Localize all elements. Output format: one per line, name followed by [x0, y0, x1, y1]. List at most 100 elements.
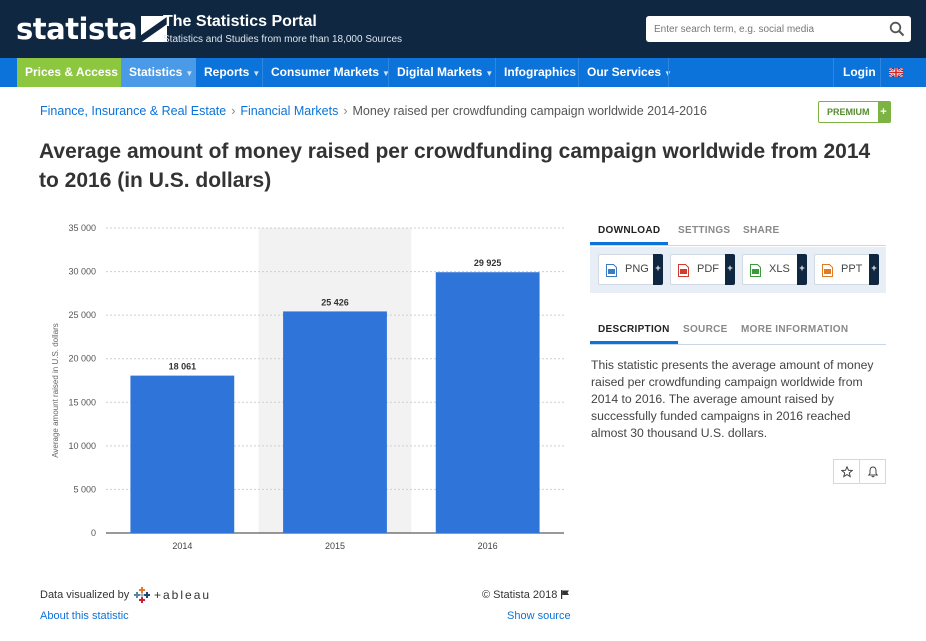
- x-tick-label: 2016: [478, 541, 498, 551]
- data-label: 25 426: [321, 297, 349, 307]
- main-nav: Prices & Access▼ Statistics▼ Reports▼ Co…: [0, 58, 926, 87]
- plus-icon: +: [725, 254, 735, 285]
- y-tick-label: 25 000: [68, 310, 96, 320]
- data-label: 29 925: [474, 258, 502, 268]
- nav-our-services[interactable]: Our Services▼: [579, 58, 680, 87]
- favorite-button[interactable]: [833, 459, 860, 484]
- tab-more-information[interactable]: MORE INFORMATION: [741, 324, 849, 335]
- bar-2014: [130, 375, 235, 533]
- png-file-icon: [606, 264, 617, 277]
- portal-title: The Statistics Portal: [163, 13, 317, 30]
- download-label: PNG: [625, 263, 649, 275]
- nav-label: Prices & Access: [25, 65, 118, 79]
- login-link[interactable]: Login: [835, 58, 884, 87]
- chevron-down-icon: ▼: [185, 69, 194, 78]
- nav-label: Consumer Markets: [271, 65, 380, 79]
- nav-label: Infographics: [504, 65, 577, 79]
- plus-icon: +: [869, 254, 879, 285]
- tab-download[interactable]: DOWNLOAD: [589, 225, 669, 245]
- statista-logo[interactable]: statista: [16, 12, 168, 46]
- copyright-text: © Statista 2018: [482, 589, 558, 601]
- plus-icon: +: [653, 254, 663, 285]
- nav-reports[interactable]: Reports ▼: [196, 58, 268, 87]
- nav-label: Reports: [204, 65, 250, 79]
- download-png-button[interactable]: PNG +: [598, 254, 663, 285]
- breadcrumb: Finance, Insurance & Real Estate › Financi…: [40, 104, 707, 118]
- download-panel: PNG + PDF + XLS + PPT +: [590, 247, 886, 293]
- breadcrumb-link[interactable]: Financial Markets: [240, 104, 339, 118]
- nav-divider: [880, 58, 881, 87]
- bell-icon: [867, 466, 879, 478]
- about-statistic-link[interactable]: About this statistic: [40, 610, 129, 622]
- star-icon: [841, 466, 853, 478]
- pdf-file-icon: [678, 264, 689, 277]
- nav-digital-markets[interactable]: Digital Markets ▼: [389, 58, 501, 87]
- logo-mark-icon: [141, 16, 168, 42]
- tableau-logo: +ableau: [134, 587, 209, 603]
- download-label: XLS: [769, 263, 790, 275]
- nav-statistics[interactable]: Statistics ▼: [121, 58, 196, 87]
- bar-2016: [435, 272, 540, 533]
- login-label: Login: [843, 65, 876, 79]
- chevron-down-icon: ▼: [485, 69, 494, 78]
- xls-file-icon: [750, 264, 761, 277]
- report-flag-icon[interactable]: [560, 589, 570, 599]
- plus-icon: +: [877, 102, 890, 122]
- nav-infographics[interactable]: Infographics: [496, 58, 584, 87]
- download-label: PPT: [841, 263, 863, 275]
- download-label: PDF: [697, 263, 719, 275]
- y-tick-label: 30 000: [68, 267, 96, 277]
- portal-subtitle: Statistics and Studies from more than 18…: [163, 34, 403, 45]
- search-box: [646, 16, 911, 42]
- nav-divider: [578, 58, 579, 87]
- breadcrumb-link[interactable]: Finance, Insurance & Real Estate: [40, 104, 227, 118]
- bar-chart: 0 5 000 10 000 15 000 20 000 25 000 30 000 35 0…: [51, 223, 564, 551]
- copyright: © Statista 2018: [482, 589, 570, 601]
- data-visualized-label: Data visualized by: [40, 589, 130, 601]
- nav-divider: [495, 58, 496, 87]
- nav-divider: [833, 58, 834, 87]
- nav-label: Our Services: [587, 65, 662, 79]
- download-pdf-button[interactable]: PDF +: [670, 254, 735, 285]
- nav-consumer-markets[interactable]: Consumer Markets ▼: [263, 58, 398, 87]
- plus-icon: +: [797, 254, 807, 285]
- show-source-link[interactable]: Show source: [507, 610, 571, 622]
- y-axis-label: Average amount raised in U.S. dollars: [51, 323, 60, 458]
- y-tick-label: 5 000: [73, 484, 96, 494]
- premium-label: PREMIUM: [827, 107, 870, 117]
- chevron-down-icon: ▼: [252, 69, 261, 78]
- tab-description[interactable]: DESCRIPTION: [590, 324, 678, 344]
- x-tick-label: 2015: [325, 541, 345, 551]
- notification-button[interactable]: [859, 459, 886, 484]
- uk-flag-icon[interactable]: [889, 68, 903, 77]
- breadcrumb-separator: ›: [343, 104, 348, 118]
- y-tick-label: 35 000: [68, 223, 96, 233]
- nav-prices-access[interactable]: Prices & Access▼: [17, 58, 129, 87]
- breadcrumb-separator: ›: [231, 104, 236, 118]
- chevron-down-icon: ▼: [382, 69, 390, 78]
- nav-label: Statistics: [129, 65, 183, 79]
- y-tick-label: 0: [91, 528, 96, 538]
- logo-text: statista: [16, 12, 138, 46]
- download-ppt-button[interactable]: PPT +: [814, 254, 879, 285]
- nav-divider: [388, 58, 389, 87]
- data-visualized-by: Data visualized by +ableau: [40, 586, 226, 604]
- nav-divider: [668, 58, 669, 87]
- tab-share[interactable]: SHARE: [743, 225, 780, 236]
- premium-badge[interactable]: PREMIUM +: [818, 101, 891, 123]
- tab-settings[interactable]: SETTINGS: [678, 225, 731, 236]
- search-input[interactable]: [646, 16, 876, 42]
- top-header: statista The Statistics Portal Statistic…: [0, 0, 926, 58]
- nav-divider: [262, 58, 263, 87]
- y-tick-label: 10 000: [68, 441, 96, 451]
- nav-label: Digital Markets: [397, 65, 483, 79]
- breadcrumb-current: Money raised per crowdfunding campaign w…: [352, 104, 707, 118]
- bar-2015: [283, 311, 387, 533]
- search-icon[interactable]: [889, 21, 905, 37]
- data-label: 18 061: [169, 362, 197, 372]
- x-tick-label: 2014: [172, 541, 192, 551]
- download-xls-button[interactable]: XLS +: [742, 254, 807, 285]
- y-tick-label: 20 000: [68, 354, 96, 364]
- page-title: Average amount of money raised per crowd…: [39, 140, 871, 192]
- tab-source[interactable]: SOURCE: [683, 324, 728, 335]
